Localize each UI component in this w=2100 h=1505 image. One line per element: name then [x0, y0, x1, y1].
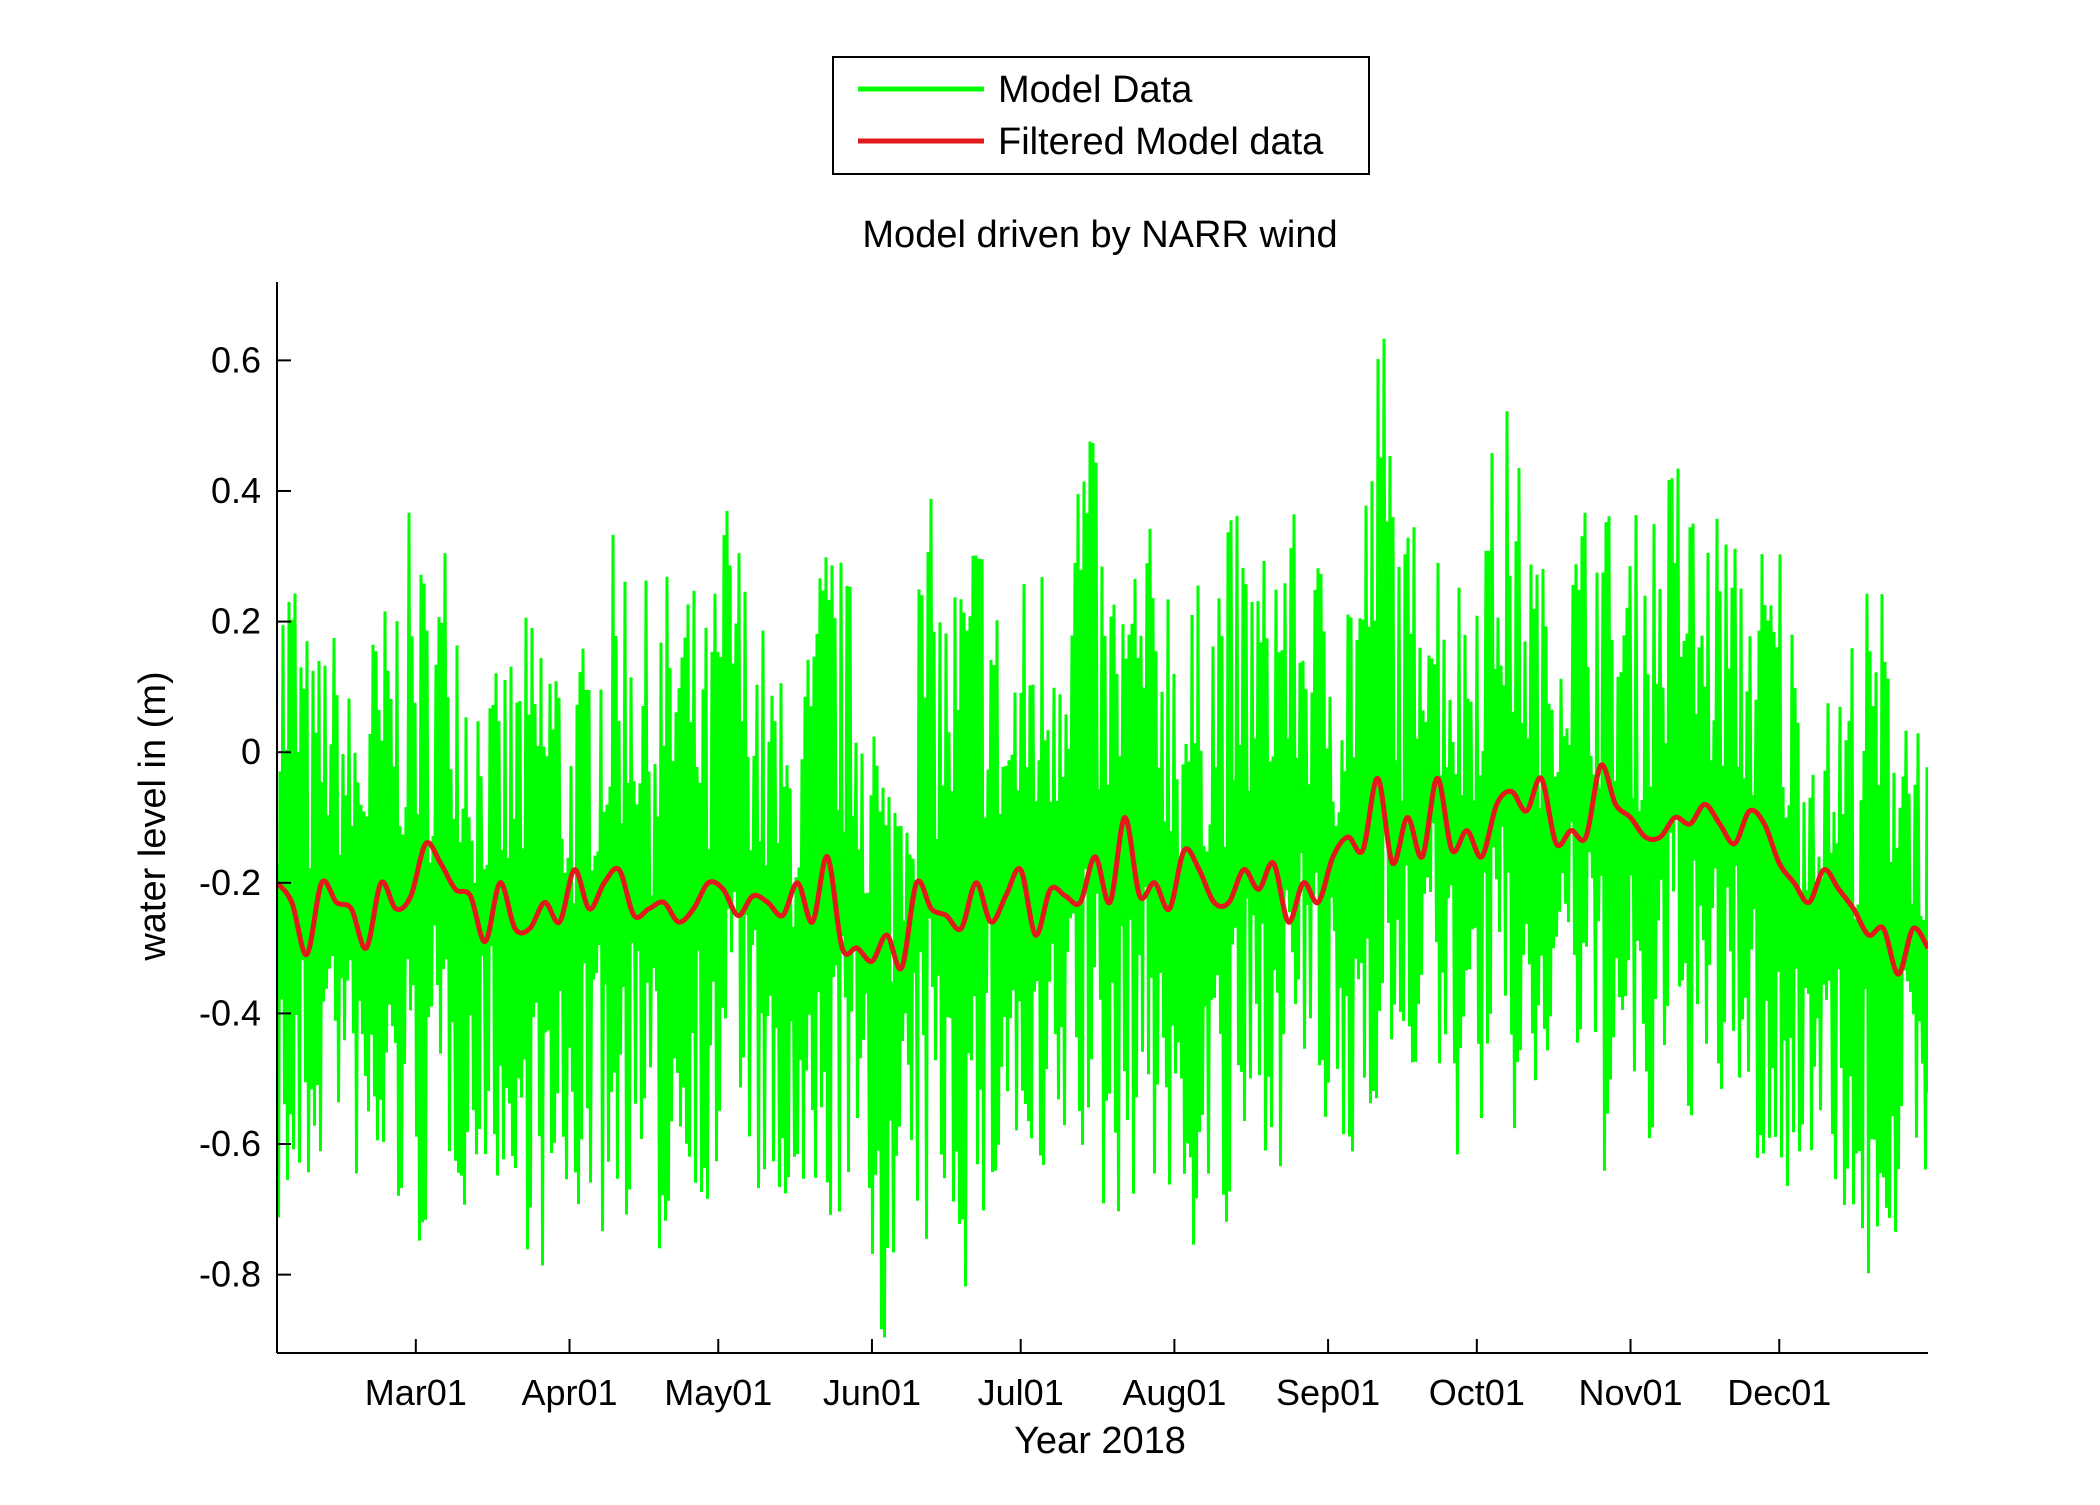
y-tick-label: -0.6 [199, 1123, 261, 1164]
x-tick-label: Oct01 [1429, 1372, 1525, 1413]
x-tick-label: Jul01 [978, 1372, 1064, 1413]
x-tick-label: Dec01 [1727, 1372, 1831, 1413]
legend-label-model-data: Model Data [998, 69, 1193, 111]
series-model-data-line [277, 338, 1928, 1338]
plot-area [277, 338, 1928, 1338]
y-tick-label: -0.8 [199, 1254, 261, 1295]
x-tick-label: Nov01 [1578, 1372, 1682, 1413]
series-filtered-model-data-line [277, 762, 1928, 977]
y-tick-label: 0.2 [211, 601, 261, 642]
x-axis-label: Year 2018 [1014, 1420, 1186, 1462]
x-tick-label: Sep01 [1276, 1372, 1380, 1413]
legend: Model Data Filtered Model data [832, 56, 1370, 175]
text-layer: Model driven by NARR wind Year 2018 wate… [132, 214, 1338, 1462]
x-tick-label: Jun01 [823, 1372, 921, 1413]
legend-box [832, 56, 1370, 175]
legend-label-filtered-model-data: Filtered Model data [998, 121, 1324, 163]
y-axis-label: water level in (m) [132, 671, 174, 961]
plot-clip-group [277, 338, 1928, 1338]
y-tick-label: 0.6 [211, 339, 261, 380]
x-tick-label: Apr01 [521, 1372, 617, 1413]
y-tick-label: -0.2 [199, 862, 261, 903]
y-tick-label: 0.4 [211, 470, 261, 511]
chart-title: Model driven by NARR wind [862, 214, 1337, 256]
y-tick-label: -0.4 [199, 992, 261, 1033]
x-tick-label: Mar01 [365, 1372, 467, 1413]
x-tick-label: Aug01 [1122, 1372, 1226, 1413]
y-tick-label: 0 [241, 731, 261, 772]
axes: 0.6 0.4 0.2 0 -0.2 -0.4 -0.6 -0.8 Mar01 Apr01 May0… [199, 282, 1928, 1413]
x-tick-label: May01 [664, 1372, 772, 1413]
